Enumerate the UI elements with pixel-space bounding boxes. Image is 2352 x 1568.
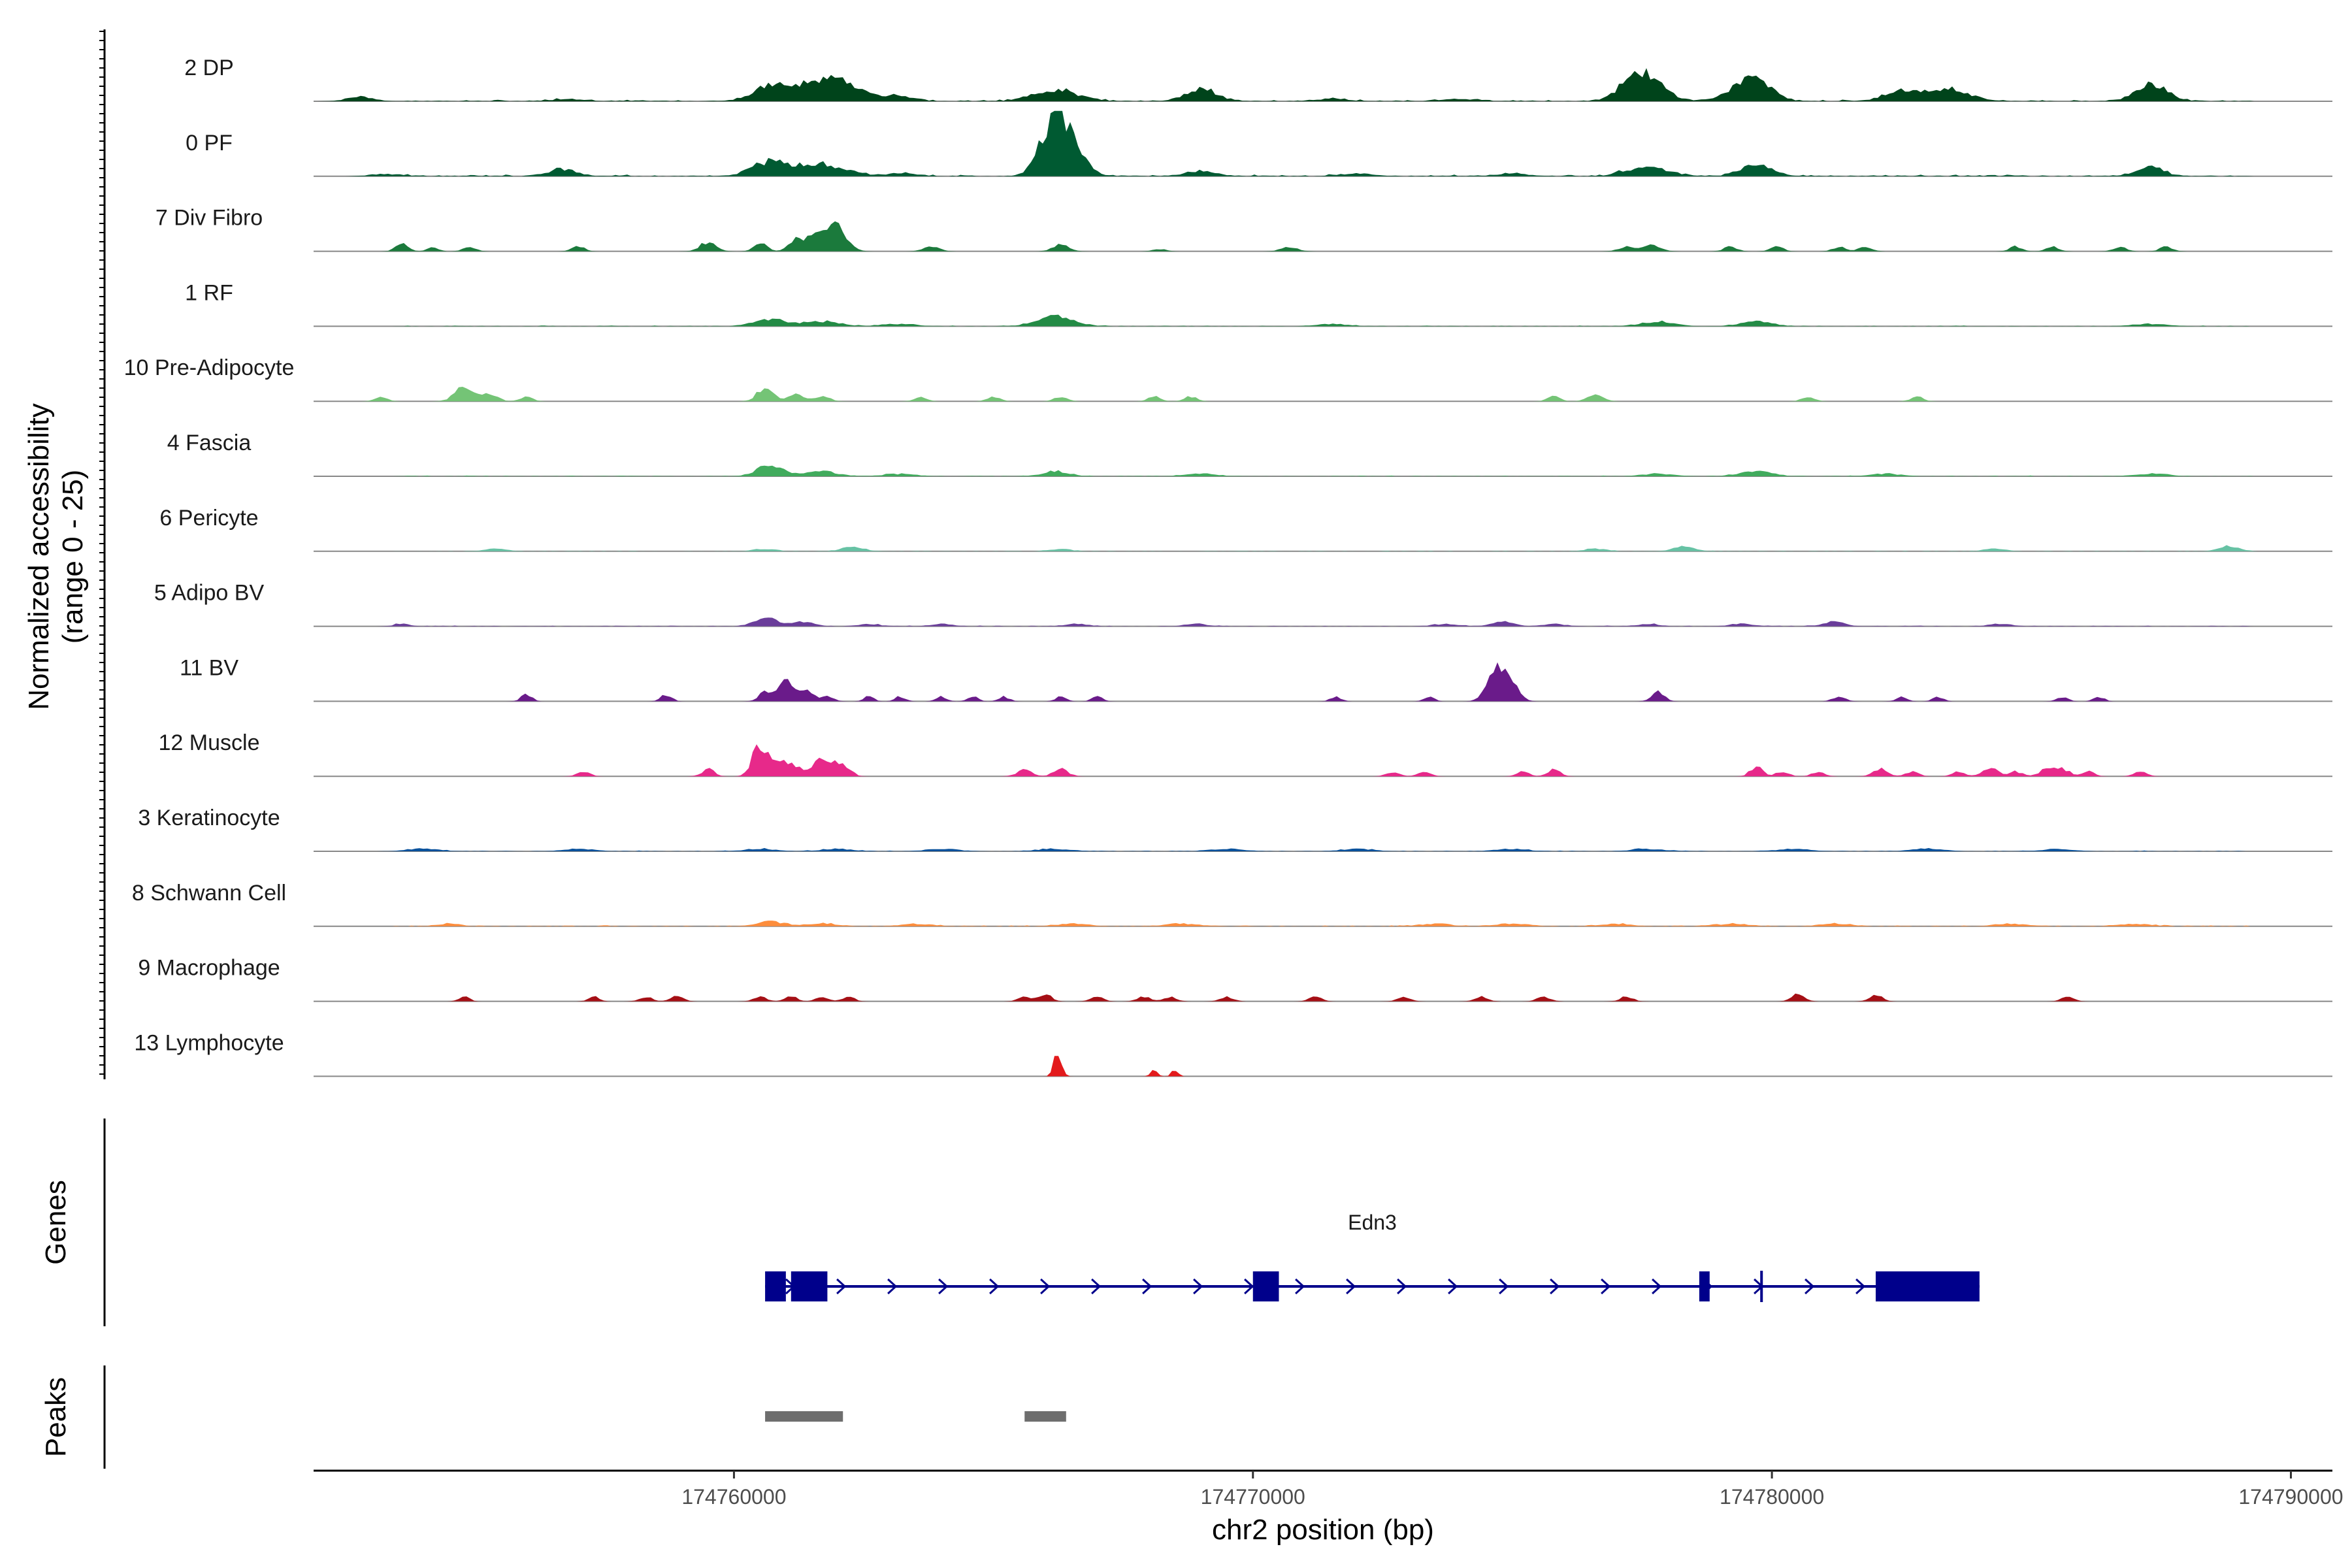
track-label: 12 Muscle [159, 730, 260, 755]
track-signal [314, 921, 2332, 926]
track-label: 2 DP [184, 56, 234, 80]
track-signal [314, 221, 2332, 252]
track-signal [314, 387, 2332, 402]
track-signal [314, 465, 2332, 476]
track-label: 3 Keratinocyte [138, 806, 280, 830]
track-label: 10 Pre-Adipocyte [124, 355, 295, 380]
peak-region [765, 1411, 843, 1422]
peak-region [1024, 1411, 1066, 1422]
track-label: 7 Div Fibro [155, 206, 263, 231]
gene-strand-arrow [1295, 1278, 1305, 1295]
track-1-rf: 1 RF [185, 280, 2332, 327]
gene-label: Edn3 [1348, 1211, 1397, 1234]
track-signal [314, 848, 2332, 851]
x-tick-label: 174760000 [681, 1485, 786, 1509]
track-label: 9 Macrophage [138, 956, 280, 981]
x-tick-label: 174780000 [1720, 1485, 1824, 1509]
gene-strand-arrow [1855, 1278, 1866, 1295]
track-signal [314, 545, 2332, 551]
track-7-div-fibro: 7 Div Fibro [155, 206, 2332, 252]
gene-strand-arrow [1805, 1278, 1815, 1295]
gene-strand-arrow [836, 1278, 847, 1295]
coverage-tracks: 2 DP 0 PF 7 Div Fibro 1 RF 10 Pre-Adipocyte 4… [124, 56, 2332, 1077]
gene-exon [791, 1271, 828, 1301]
genes-panel-title: Genes [40, 1180, 72, 1265]
gene-strand-arrow [1397, 1278, 1407, 1295]
track-signal [314, 617, 2332, 627]
track-label: 0 PF [186, 131, 233, 155]
gene-strand-arrow [1448, 1278, 1458, 1295]
track-label: 6 Pericyte [159, 506, 258, 531]
gene-strand-arrow [938, 1278, 949, 1295]
track-4-fascia: 4 Fascia [167, 431, 2332, 477]
gene-strand-arrow [1040, 1278, 1051, 1295]
gene-strand-arrow [1193, 1278, 1203, 1295]
coverage-y-ticks [99, 31, 105, 1075]
y-axis-range: (range 0 - 25) [57, 470, 89, 644]
x-axis-ticks: 174760000 174770000 174780000 174790000 [681, 1471, 2344, 1509]
track-2-dp: 2 DP [184, 56, 2332, 102]
track-0-pf: 0 PF [186, 110, 2332, 177]
track-signal [314, 1056, 2332, 1077]
peaks-panel-title: Peaks [40, 1377, 72, 1457]
track-10-pre-adipocyte: 10 Pre-Adipocyte [124, 355, 2332, 402]
track-label: 5 Adipo BV [154, 581, 265, 606]
x-tick-label: 174770000 [1201, 1485, 1305, 1509]
gene-strand-arrow [1652, 1278, 1662, 1295]
track-11-bv: 11 BV [180, 655, 2332, 702]
gene-strand-arrow [1499, 1278, 1509, 1295]
x-axis-title: chr2 position (bp) [1212, 1514, 1434, 1546]
track-label: 8 Schwann Cell [132, 881, 286, 906]
gene-strand-arrow [1091, 1278, 1102, 1295]
gene-track: Edn3 [765, 1211, 1980, 1302]
gene-exon [1875, 1271, 1980, 1301]
gene-exon [1699, 1271, 1710, 1301]
x-tick-label: 174790000 [2238, 1485, 2343, 1509]
gene-strand-arrow [887, 1278, 898, 1295]
track-label: 11 BV [180, 655, 238, 680]
track-9-macrophage: 9 Macrophage [138, 956, 2332, 1002]
gene-exon [1252, 1271, 1279, 1301]
gene-strand-arrow [989, 1278, 1000, 1295]
track-5-adipo-bv: 5 Adipo BV [154, 581, 2332, 627]
track-3-keratinocyte: 3 Keratinocyte [138, 806, 2332, 852]
track-8-schwann-cell: 8 Schwann Cell [132, 881, 2332, 927]
track-6-pericyte: 6 Pericyte [159, 506, 2332, 552]
gene-strand-arrow [1244, 1278, 1254, 1295]
track-label: 4 Fascia [167, 431, 252, 455]
y-axis-title: Normalized accessibility [23, 403, 55, 710]
track-13-lymphocyte: 13 Lymphocyte [134, 1030, 2332, 1077]
track-signal [314, 68, 2332, 101]
track-signal [314, 314, 2332, 327]
track-signal [314, 110, 2332, 176]
track-12-muscle: 12 Muscle [159, 730, 2332, 777]
track-label: 1 RF [185, 280, 233, 305]
track-signal [314, 662, 2332, 702]
gene-strand-arrow [1142, 1278, 1152, 1295]
track-signal [314, 744, 2332, 777]
gene-strand-arrow [1601, 1278, 1611, 1295]
gene-exon [765, 1271, 786, 1301]
track-signal [314, 993, 2332, 1002]
track-label: 13 Lymphocyte [134, 1030, 284, 1055]
gene-strand-arrow [1346, 1278, 1356, 1295]
gene-strand-arrow [1550, 1278, 1560, 1295]
peak-track [765, 1411, 1066, 1422]
